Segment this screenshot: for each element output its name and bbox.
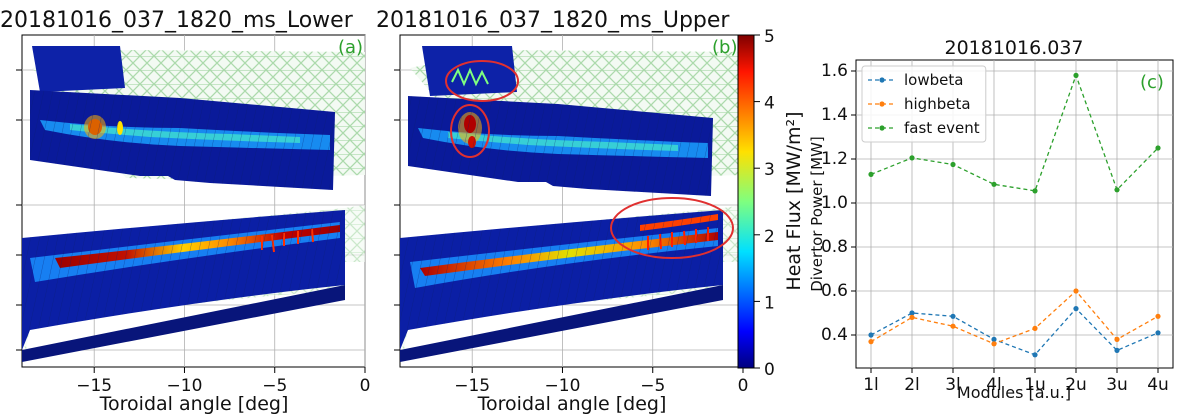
colorbar-ticks: 0 1 2 3 4 5 <box>754 27 775 380</box>
panel-a-tick-label: −10 <box>167 376 203 396</box>
colorbar-gradient <box>737 34 755 369</box>
data-point-highbeta <box>1073 288 1079 294</box>
panel-a-heatmap: 20181016_037_1820_ms_Lower (a) −15 −10 −5 0… <box>0 8 370 415</box>
panel-c-legend-frame <box>861 65 987 143</box>
panel-a-x-ticks: −15 −10 −5 0 <box>16 69 371 396</box>
data-point-lowbeta <box>1155 330 1161 336</box>
data-point-highbeta <box>868 339 874 345</box>
panel-b-tick-label: 0 <box>738 376 749 396</box>
panel-a-tick-label: 0 <box>360 376 371 396</box>
panel-b-label: (b) <box>712 37 737 58</box>
colorbar-tick-label: 3 <box>764 160 775 180</box>
panel-b-lower-tiles <box>400 210 723 350</box>
panel-a-title: 20181016_037_1820_ms_Lower <box>0 8 354 33</box>
data-point-fast-event <box>868 171 874 177</box>
data-point-lowbeta <box>1114 347 1120 353</box>
panel-b-tick-label: −10 <box>545 376 581 396</box>
panel-b-upper-tiles <box>408 96 713 196</box>
panel-c-x-tick-label: 4l <box>986 375 1002 395</box>
data-point-lowbeta <box>868 332 874 338</box>
panel-c-label: (c) <box>1140 72 1164 93</box>
panel-b-tick-label: −5 <box>640 376 665 396</box>
panel-c-x-tick-label: 4u <box>1147 375 1169 395</box>
data-point-lowbeta <box>1073 306 1079 312</box>
panel-c-xlabel: Modules [a.u.] <box>957 383 1071 402</box>
data-point-fast-event <box>909 155 915 161</box>
legend-label-fast-event: fast event <box>904 119 980 137</box>
panel-c-y-tick-label: 1.0 <box>821 193 848 213</box>
panel-c-y-tick-label: 1.2 <box>821 149 848 169</box>
panel-c-y-ticks: 0.4 0.6 0.8 1.0 1.2 1.4 1.6 <box>821 61 856 345</box>
panel-c-x-ticks: 1l 2l 3l 4l 1u 2u 3u 4u <box>863 368 1169 395</box>
data-point-fast-event <box>1114 187 1120 193</box>
colorbar-tick-label: 2 <box>764 227 775 247</box>
panel-c-line-chart: 20181016.037 0.4 0.6 0.8 1.0 1.2 1.4 1.6 1l 2l 3… <box>808 37 1174 402</box>
panel-a-label: (a) <box>338 37 363 58</box>
panel-c-ylabel: Divertor Power [MW] <box>808 136 826 292</box>
panel-c-y-tick-label: 1.4 <box>821 105 848 125</box>
colorbar-tick-label: 5 <box>764 27 775 47</box>
panel-b-x-ticks: −15 −10 −5 0 <box>394 69 749 396</box>
panel-a-tick-label: −15 <box>76 376 112 396</box>
colorbar: 0 1 2 3 4 5 Heat Flux [MW/m²] <box>737 27 805 380</box>
panel-a-lower-tiles <box>22 210 345 350</box>
panel-c-legend: lowbeta highbeta fast event <box>861 65 987 143</box>
data-point-highbeta <box>1114 336 1120 342</box>
legend-label-lowbeta: lowbeta <box>904 71 963 89</box>
panel-a-lower-edge-tiles <box>22 285 345 362</box>
data-point-lowbeta <box>991 336 997 342</box>
legend-marker-fast-event <box>879 125 885 131</box>
data-point-lowbeta <box>950 313 956 319</box>
colorbar-tick-label: 4 <box>764 94 775 114</box>
colorbar-label: Heat Flux [MW/m²] <box>783 111 805 290</box>
legend-marker-highbeta <box>879 101 885 107</box>
panel-a-xlabel: Toroidal angle [deg] <box>99 393 289 415</box>
data-point-highbeta <box>1155 313 1161 319</box>
data-point-highbeta <box>950 323 956 329</box>
panel-c-x-tick-label: 1u <box>1024 375 1046 395</box>
panel-c-y-tick-label: 1.6 <box>821 61 848 81</box>
panel-a-upper-tiles <box>30 90 335 190</box>
panel-c-x-tick-label: 1l <box>863 375 879 395</box>
panel-b-xlabel: Toroidal angle [deg] <box>477 393 667 415</box>
colorbar-tick-label: 1 <box>764 293 775 313</box>
panel-c-x-tick-label: 3l <box>945 375 961 395</box>
panel-c-x-tick-label: 2l <box>904 375 920 395</box>
data-point-highbeta <box>991 341 997 347</box>
data-point-fast-event <box>991 181 997 187</box>
panel-c-y-tick-label: 0.4 <box>821 325 848 345</box>
panel-b-lower-edge-tiles <box>400 285 723 362</box>
data-point-lowbeta <box>1032 352 1038 358</box>
legend-marker-lowbeta <box>879 77 885 83</box>
data-point-fast-event <box>1032 188 1038 194</box>
series-line-fast-event <box>870 73 1159 192</box>
panel-c-y-tick-label: 0.6 <box>821 281 848 301</box>
data-point-highbeta <box>1032 325 1038 331</box>
panel-c-x-tick-label: 2u <box>1065 375 1087 395</box>
panel-c-title: 20181016.037 <box>944 37 1083 59</box>
panel-b-highlight-fingers <box>445 60 519 102</box>
data-point-fast-event <box>950 161 956 168</box>
panel-b-highlight-hotspot <box>450 104 490 158</box>
panel-b-tick-label: −15 <box>454 376 490 396</box>
panel-b-title: 20181016_037_1820_ms_Upper <box>376 8 730 33</box>
panel-b-upper-fingers <box>451 67 489 87</box>
series-line-highbeta <box>870 290 1159 345</box>
data-point-fast-event <box>1155 145 1161 151</box>
panel-a-tick-label: −5 <box>262 376 287 396</box>
panel-b-highlight-drips <box>610 197 734 259</box>
panel-c-y-tick-label: 0.8 <box>821 237 848 257</box>
data-point-highbeta <box>909 314 915 320</box>
legend-label-highbeta: highbeta <box>904 95 971 113</box>
panel-a-upper-small-tile <box>32 46 125 92</box>
panel-b-heatmap: 20181016_037_1820_ms_Upper (b) −15 −10 −5 0… <box>376 8 748 415</box>
panel-c-series <box>868 72 1161 358</box>
series-line-lowbeta <box>870 307 1159 356</box>
panel-c-x-tick-label: 3u <box>1106 375 1128 395</box>
data-point-fast-event <box>1073 72 1079 78</box>
data-point-lowbeta <box>909 310 915 316</box>
colorbar-tick-label: 0 <box>764 360 775 380</box>
